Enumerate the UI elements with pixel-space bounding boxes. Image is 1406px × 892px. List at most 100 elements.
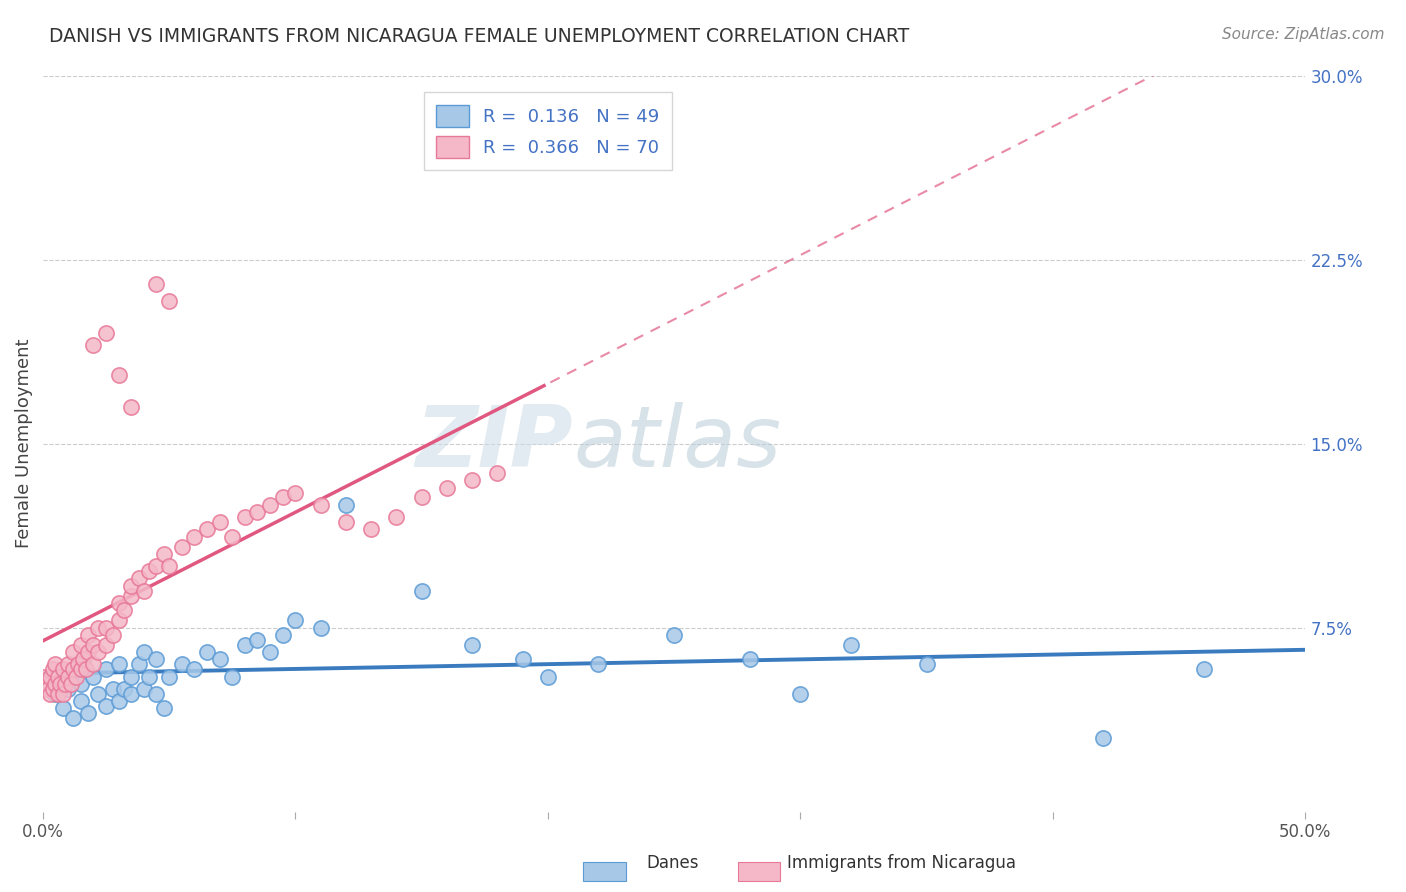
Point (69, 638, 91, 652)
Point (55, 677, 77, 691)
Point (335, 515, 357, 529)
Point (157, 670, 180, 684)
Point (120, 687, 142, 701)
Point (56, 657, 79, 672)
Point (1194, 662, 1216, 676)
Point (436, 481, 458, 495)
Point (259, 645, 281, 659)
Point (183, 530, 205, 544)
Point (46, 670, 69, 684)
Point (170, 540, 193, 554)
Point (259, 498, 281, 512)
Point (335, 498, 357, 512)
Point (52, 662, 75, 676)
Point (309, 498, 332, 512)
Point (103, 681, 125, 696)
Point (56, 681, 79, 696)
Point (49, 677, 72, 691)
Point (107, 596, 129, 610)
Point (62, 662, 84, 676)
Point (46, 687, 69, 701)
Point (461, 473, 484, 487)
Point (67, 657, 90, 672)
Point (82, 338, 104, 352)
Point (65, 670, 87, 684)
Point (411, 583, 433, 598)
Point (56, 670, 79, 684)
Point (52, 687, 75, 701)
Point (145, 652, 167, 666)
Point (82, 657, 104, 672)
Point (789, 687, 811, 701)
Point (284, 613, 307, 627)
Point (411, 491, 433, 505)
Point (120, 589, 142, 603)
Point (103, 628, 125, 642)
Point (145, 559, 167, 574)
Point (112, 603, 135, 617)
Point (94, 662, 117, 676)
Point (59, 677, 82, 691)
Point (839, 638, 862, 652)
Y-axis label: Female Unemployment: Female Unemployment (15, 339, 32, 549)
Point (588, 657, 610, 672)
Point (145, 687, 167, 701)
Point (107, 657, 129, 672)
Legend: R =  0.136   N = 49, R =  0.366   N = 70: R = 0.136 N = 49, R = 0.366 N = 70 (423, 92, 672, 170)
Point (170, 657, 193, 672)
Point (233, 638, 256, 652)
Point (128, 571, 150, 585)
Point (87, 645, 110, 659)
Point (77, 628, 100, 642)
Point (77, 645, 100, 659)
Text: atlas: atlas (574, 402, 782, 485)
Point (69, 694, 91, 708)
Point (77, 706, 100, 721)
Point (221, 530, 243, 544)
Text: ZIP: ZIP (415, 402, 574, 485)
Point (34, 677, 56, 691)
Point (42, 681, 65, 696)
Point (31, 670, 53, 684)
Point (537, 670, 560, 684)
Point (385, 510, 408, 524)
Point (44, 657, 66, 672)
Point (138, 670, 160, 684)
Point (132, 645, 155, 659)
Point (72, 652, 94, 666)
Text: Immigrants from Nicaragua: Immigrants from Nicaragua (787, 855, 1017, 872)
Point (82, 638, 104, 652)
Point (246, 632, 269, 647)
Point (52, 701, 75, 715)
Point (44, 677, 66, 691)
Point (120, 579, 142, 593)
Point (107, 694, 129, 708)
Point (738, 652, 761, 666)
Point (39, 670, 62, 684)
Point (138, 564, 160, 578)
Point (183, 662, 205, 676)
Point (512, 652, 534, 666)
Point (157, 559, 180, 574)
Point (94, 699, 117, 714)
Point (486, 466, 509, 480)
Point (1092, 731, 1115, 745)
Point (69, 677, 91, 691)
Point (75, 662, 97, 676)
Point (94, 326, 117, 340)
Point (208, 515, 231, 529)
Point (132, 681, 155, 696)
Point (284, 485, 307, 500)
Point (233, 510, 256, 524)
Point (44, 687, 66, 701)
Text: DANISH VS IMMIGRANTS FROM NICARAGUA FEMALE UNEMPLOYMENT CORRELATION CHART: DANISH VS IMMIGRANTS FROM NICARAGUA FEMA… (49, 27, 910, 45)
Point (39, 687, 62, 701)
Point (662, 628, 685, 642)
Point (153, 701, 176, 715)
Point (42, 662, 65, 676)
Point (112, 681, 135, 696)
Point (87, 620, 110, 634)
Point (145, 277, 167, 291)
Point (82, 670, 104, 684)
Point (62, 711, 84, 725)
